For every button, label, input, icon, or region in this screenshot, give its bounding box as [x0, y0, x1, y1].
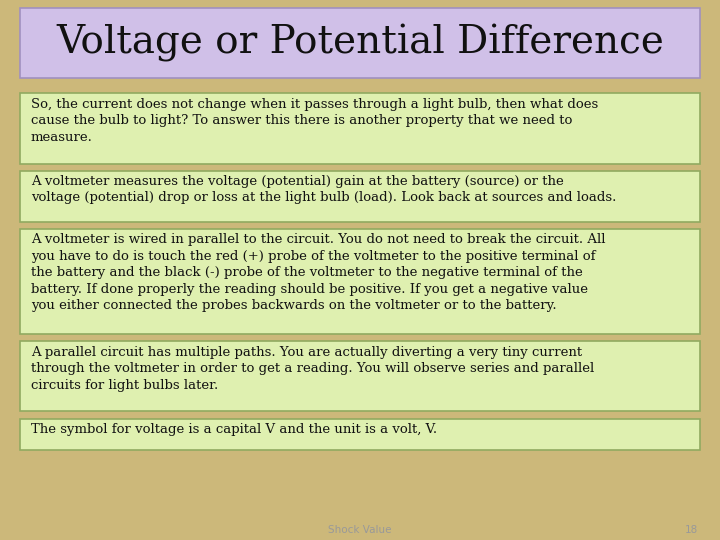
FancyBboxPatch shape	[20, 93, 700, 164]
FancyBboxPatch shape	[20, 229, 700, 334]
Text: A voltmeter is wired in parallel to the circuit. You do not need to break the ci: A voltmeter is wired in parallel to the …	[31, 233, 606, 312]
Text: Shock Value: Shock Value	[328, 525, 392, 535]
Text: A parallel circuit has multiple paths. You are actually diverting a very tiny cu: A parallel circuit has multiple paths. Y…	[31, 346, 594, 392]
Text: Voltage or Potential Difference: Voltage or Potential Difference	[56, 24, 664, 62]
FancyBboxPatch shape	[20, 8, 700, 78]
FancyBboxPatch shape	[20, 341, 700, 411]
Text: The symbol for voltage is a capital V and the unit is a volt, V.: The symbol for voltage is a capital V an…	[31, 423, 437, 436]
Text: So, the current does not change when it passes through a light bulb, then what d: So, the current does not change when it …	[31, 98, 598, 144]
Text: A voltmeter measures the voltage (potential) gain at the battery (source) or the: A voltmeter measures the voltage (potent…	[31, 175, 616, 205]
Text: 18: 18	[685, 525, 698, 535]
FancyBboxPatch shape	[20, 418, 700, 450]
FancyBboxPatch shape	[20, 171, 700, 222]
